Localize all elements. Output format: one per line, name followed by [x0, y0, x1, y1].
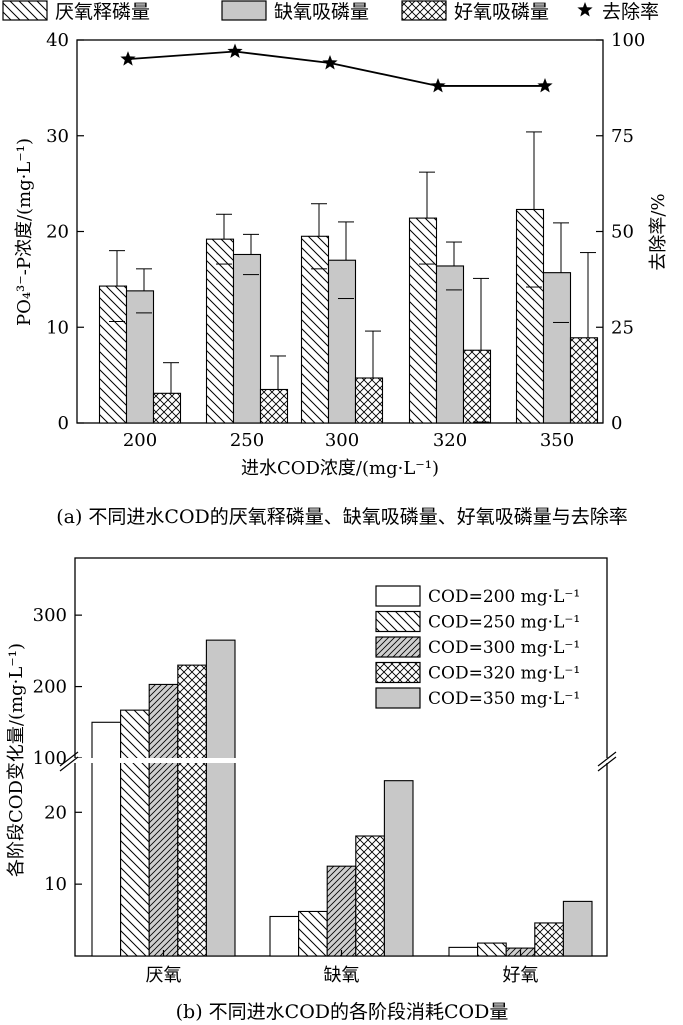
chart-b: 100 200 300 10 20 厌氧 缺氧 好氧 COD=200 mg·L⁻¹ COD=250… [6, 557, 617, 1023]
y2-axis-label: 去除率/% [648, 193, 669, 270]
legend-label: 好氧吸磷量 [454, 1, 549, 23]
legend-swatch [401, 0, 447, 21]
bar [562, 900, 593, 957]
axis-break-gap [71, 758, 611, 763]
axis-break-mark [59, 756, 79, 772]
bar [383, 780, 414, 957]
legend-label: COD=250 mg·L⁻¹ [428, 613, 580, 633]
chart-b-legend: COD=200 mg·L⁻¹ COD=250 mg·L⁻¹ COD=300 mg·L… [375, 585, 580, 709]
y-tick-label: 200 [33, 677, 67, 698]
removal-rate-point [120, 51, 136, 66]
chart-a: 0 10 20 30 40 0 25 50 75 100 200 250 300 320 350 厌氧释磷量 缺… [2, 0, 669, 528]
y2-tick-label: 75 [611, 126, 634, 147]
y-tick-label: 20 [44, 802, 67, 823]
y-tick-label: 30 [46, 126, 69, 147]
legend-star-marker [577, 2, 593, 17]
legend-label: COD=300 mg·L⁻¹ [428, 638, 580, 658]
x-tick-label: 250 [230, 430, 264, 451]
bar [259, 388, 289, 424]
legend-swatch [221, 0, 267, 21]
bar [300, 235, 330, 424]
bar [326, 865, 357, 957]
y-tick-label: 10 [44, 874, 67, 895]
bar [98, 285, 128, 424]
bar [232, 253, 262, 424]
bar [205, 639, 236, 957]
axis-break-mark [59, 751, 79, 767]
bar [542, 272, 572, 424]
y2-tick-label: 25 [611, 317, 634, 338]
legend-label: 去除率 [602, 1, 659, 23]
chart-a-legend: 厌氧释磷量 缺氧吸磷量 好氧吸磷量 去除率 [2, 0, 659, 23]
x-tick-label: 200 [123, 430, 157, 451]
axis-break-mark [597, 751, 617, 767]
y-tick-label: 300 [33, 605, 67, 626]
bar [534, 922, 564, 957]
legend-label: COD=200 mg·L⁻¹ [428, 587, 580, 607]
bar [408, 217, 438, 424]
bar [148, 683, 179, 957]
bar [91, 721, 122, 957]
legend-swatch [375, 661, 421, 684]
y2-tick-label: 100 [611, 30, 645, 51]
bar [355, 835, 385, 957]
legend-swatch [375, 687, 421, 709]
legend-swatch [375, 585, 421, 607]
x-tick-label: 350 [540, 430, 574, 451]
legend-label: COD=320 mg·L⁻¹ [428, 664, 580, 684]
legend-swatch [375, 610, 421, 633]
legend-label: 缺氧吸磷量 [274, 1, 369, 23]
legend-label: 厌氧释磷量 [55, 1, 150, 23]
bar [354, 377, 384, 424]
chart-a-caption: (a) 不同进水COD的厌氧释磷量、缺氧吸磷量、好氧吸磷量与去除率 [56, 506, 628, 528]
y2-tick-label: 50 [611, 222, 634, 243]
y-axis-label: 各阶段COD变化量/(mg·L⁻¹) [6, 643, 27, 877]
removal-rate-point [227, 43, 243, 58]
bar [298, 910, 328, 957]
y-tick-label: 0 [58, 413, 69, 434]
x-axis-label: 进水COD浓度/(mg·L⁻¹) [241, 458, 439, 479]
bar [205, 238, 235, 424]
bar [152, 392, 182, 424]
x-tick-label: 320 [433, 430, 467, 451]
y-tick-label: 20 [46, 222, 69, 243]
x-tick-label: 厌氧 [146, 965, 182, 986]
y-tick-label: 100 [33, 748, 67, 769]
bar [569, 337, 599, 424]
bar [120, 709, 150, 957]
removal-rate-point [537, 77, 553, 93]
removal-rate-point [322, 54, 338, 70]
bar [515, 208, 545, 424]
bar [125, 290, 155, 424]
bar [477, 942, 507, 957]
legend-label: COD=350 mg·L⁻¹ [428, 689, 580, 709]
bar [448, 946, 479, 957]
bar [435, 265, 465, 424]
y-tick-label: 40 [46, 30, 69, 51]
y-tick-label: 10 [46, 317, 69, 338]
bar [177, 664, 207, 957]
x-tick-label: 300 [325, 430, 359, 451]
bar [462, 349, 492, 424]
bar [327, 259, 357, 424]
x-tick-label: 缺氧 [324, 965, 360, 986]
y2-tick-label: 0 [611, 413, 622, 434]
removal-rate-line [127, 50, 545, 87]
axis-break-mark [597, 756, 617, 772]
legend-swatch [2, 0, 48, 21]
bar [269, 915, 300, 957]
x-tick-label: 好氧 [503, 965, 539, 986]
legend-swatch [375, 636, 421, 658]
chart-b-caption: (b) 不同进水COD的各阶段消耗COD量 [176, 1001, 509, 1023]
y-axis-label: PO₄³⁻-P浓度/(mg·L⁻¹) [14, 138, 35, 326]
removal-rate-point [430, 77, 446, 93]
